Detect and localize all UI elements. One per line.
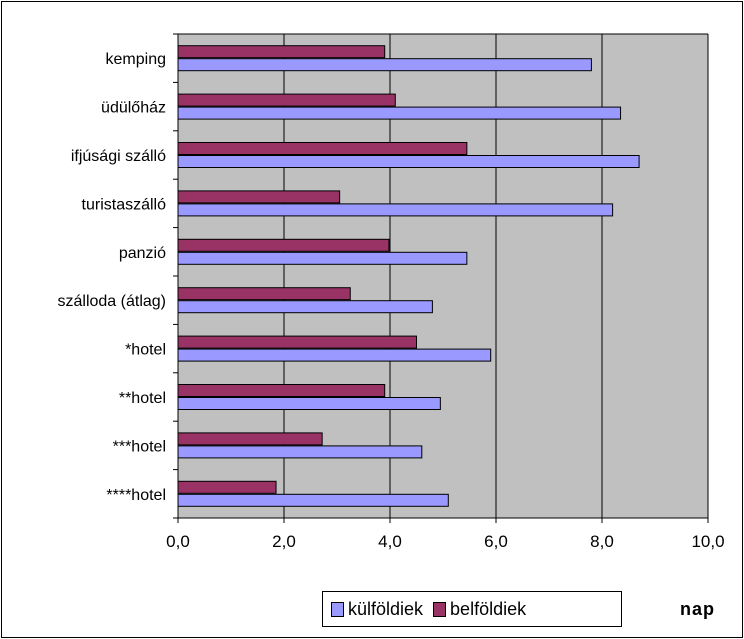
bar-belfoldiek-5 [177, 287, 351, 301]
bar-belfoldiek-8 [177, 432, 323, 446]
category-label-6: *hotel [125, 342, 166, 359]
bar-belfoldiek-2 [177, 142, 468, 155]
bar-belfoldiek-4 [177, 238, 390, 252]
legend-item-belfoldiek: belföldiek [433, 599, 526, 620]
bar-kulfoldiek-9 [177, 493, 449, 507]
legend-label-belfoldiek: belföldiek [450, 598, 527, 619]
bar-kulfoldiek-3 [177, 203, 614, 217]
category-label-9: ****hotel [106, 487, 166, 504]
bar-kulfoldiek-4 [177, 251, 468, 265]
category-label-4: panzió [119, 245, 166, 262]
legend-swatch-belfoldiek [433, 601, 447, 617]
x-tick-label-2: 4,0 [378, 532, 402, 551]
bar-belfoldiek-7 [177, 384, 386, 397]
category-label-1: üdülőház [101, 100, 166, 117]
category-label-5: szálloda (átlag) [58, 293, 167, 310]
bar-belfoldiek-6 [177, 335, 417, 349]
x-tick-label-4: 8,0 [590, 532, 614, 551]
bar-kulfoldiek-2 [177, 155, 640, 168]
legend-item-kulfoldiek: külföldiek [331, 599, 423, 620]
axes [173, 33, 709, 523]
category-label-0: kemping [106, 51, 166, 68]
x-tick-label-1: 2,0 [272, 532, 296, 551]
x-tick-label-0: 0,0 [166, 532, 190, 551]
legend-label-kulfoldiek: külföldiek [348, 598, 424, 619]
bar-kulfoldiek-8 [177, 445, 423, 459]
bar-kulfoldiek-7 [177, 397, 441, 410]
category-label-8: ***hotel [113, 438, 166, 455]
bar-kulfoldiek-5 [177, 300, 433, 314]
x-tick-label-5: 10,0 [691, 532, 724, 551]
bar-belfoldiek-0 [177, 45, 386, 59]
legend: külföldiek belföldiek [322, 591, 622, 627]
category-label-7: **hotel [119, 390, 166, 407]
bars [177, 45, 640, 507]
bar-belfoldiek-1 [177, 93, 396, 107]
x-axis-unit-label: nap [680, 599, 716, 619]
bar-kulfoldiek-6 [177, 348, 492, 362]
category-label-2: ifjúsági szálló [71, 148, 166, 165]
category-label-3: turistaszálló [82, 196, 167, 213]
bar-kulfoldiek-1 [177, 106, 622, 120]
bar-kulfoldiek-0 [177, 58, 592, 72]
x-tick-label-3: 6,0 [484, 532, 508, 551]
bar-belfoldiek-9 [177, 480, 277, 494]
bar-belfoldiek-3 [177, 190, 341, 204]
labels: kemping üdülőház ifjúsági szálló turistaszá… [58, 51, 725, 551]
legend-swatch-kulfoldiek [331, 601, 344, 617]
